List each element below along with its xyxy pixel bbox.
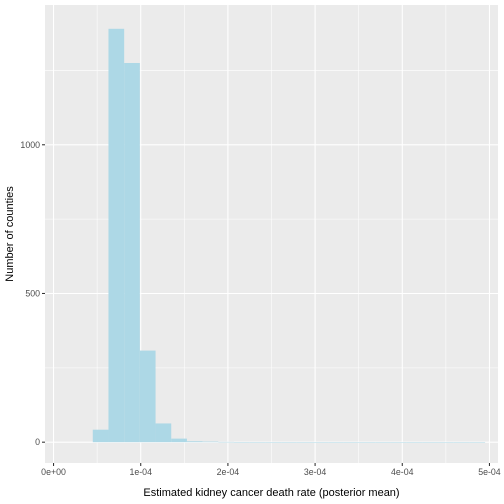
histogram-bar [234, 442, 250, 443]
histogram-bar [312, 442, 329, 443]
x-tick-label: 1e-04 [129, 467, 152, 477]
x-tick-label: 2e-04 [217, 467, 240, 477]
histogram-bar [453, 442, 470, 443]
x-tick-label: 5e-04 [478, 467, 501, 477]
histogram-bar [218, 441, 235, 443]
x-tick-label: 3e-04 [304, 467, 327, 477]
histogram-bars [92, 28, 486, 443]
histogram-bar [124, 62, 140, 443]
histogram-bar [296, 442, 313, 443]
x-axis-title: Estimated kidney cancer death rate (post… [143, 487, 399, 499]
histogram-bar [171, 438, 187, 443]
histogram-bar [155, 423, 172, 443]
y-axis-title: Number of counties [4, 186, 16, 282]
y-tick-label: 1000 [20, 140, 40, 150]
histogram-bar [139, 350, 156, 443]
y-tick-label: 0 [35, 437, 40, 447]
histogram-bar [202, 441, 219, 443]
histogram-bar [265, 442, 282, 443]
histogram-bar [375, 442, 391, 443]
histogram-bar [343, 442, 360, 443]
histogram-bar [186, 441, 203, 443]
histogram-bar [390, 442, 407, 443]
histogram-bar [328, 442, 344, 443]
histogram-bar [406, 442, 423, 443]
histogram-bar [438, 442, 454, 443]
histogram-bar [92, 429, 109, 443]
axis-ticks: 0e+00 1e-04 2e-04 3e-04 4e-04 5e-04 0 500 1000 [20, 140, 500, 477]
histogram-bar [108, 28, 125, 443]
x-tick-label: 0e+00 [41, 467, 66, 477]
histogram-bar [249, 442, 266, 443]
histogram-bar [469, 442, 486, 443]
y-tick-label: 500 [25, 288, 40, 298]
histogram-bar [359, 442, 376, 443]
x-tick-label: 4e-04 [391, 467, 414, 477]
histogram-bar [281, 442, 297, 443]
histogram-bar [422, 442, 439, 443]
